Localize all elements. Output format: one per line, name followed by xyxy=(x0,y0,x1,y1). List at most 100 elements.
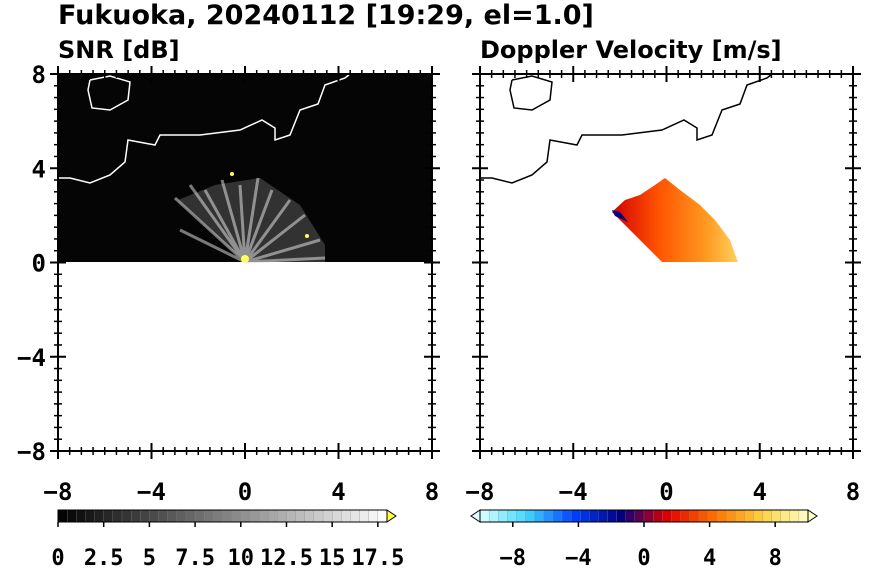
colorbar-cell xyxy=(66,509,77,523)
colorbar-frame xyxy=(57,509,388,523)
colorbar-cell xyxy=(753,509,763,523)
colorbar-cell xyxy=(771,509,782,523)
colorbar-cell xyxy=(176,509,187,523)
colorbar-cell xyxy=(534,509,545,523)
colorbar-cell xyxy=(85,509,96,523)
colorbar-cell xyxy=(268,509,278,523)
colorbar-cell xyxy=(258,509,269,523)
colorbar-cell xyxy=(130,509,141,523)
colorbar-cell xyxy=(240,509,251,523)
x-tick-label: 8 xyxy=(425,478,439,506)
colorbar-tick-label: 0 xyxy=(51,546,64,571)
colorbar-cell xyxy=(662,509,672,523)
colorbar-tick-label: 7.5 xyxy=(175,546,215,571)
colorbar-cell xyxy=(341,509,351,523)
figure-title: Fukuoka, 20240112 [19:29, el=1.0] xyxy=(58,0,594,31)
colorbar-cell xyxy=(488,509,499,523)
colorbar-cell xyxy=(479,509,490,523)
colorbar-cell xyxy=(725,509,736,523)
colorbar-tick-label: 15 xyxy=(319,546,346,571)
colorbar-cell xyxy=(304,509,315,523)
colorbar-tick-label: 10 xyxy=(228,546,255,571)
colorbar-cell xyxy=(249,509,260,523)
colorbar-cell xyxy=(295,509,306,523)
colorbar-cell xyxy=(377,509,388,523)
x-tick-label: 0 xyxy=(659,478,673,506)
colorbar-cell xyxy=(671,509,681,523)
colorbar-cell xyxy=(286,509,297,523)
x-tick-label: 8 xyxy=(846,478,860,506)
plot-frame xyxy=(479,73,854,452)
y-tick-label: 8 xyxy=(32,61,46,89)
colorbar-tick-label: −4 xyxy=(565,546,592,571)
colorbar-cell xyxy=(94,509,105,523)
colorbar-cell xyxy=(780,509,791,523)
colorbar-cell xyxy=(525,509,536,523)
colorbar-cell xyxy=(149,509,159,523)
y-tick-label: −8 xyxy=(17,438,46,466)
colorbar-cell xyxy=(543,509,554,523)
colorbar-cell xyxy=(204,509,214,523)
colorbar-cell xyxy=(332,509,342,523)
colorbar-tick-label: 8 xyxy=(769,546,782,571)
colorbar-cell xyxy=(570,509,581,523)
colorbar-cell xyxy=(112,509,123,523)
colorbar-cell xyxy=(707,509,718,523)
colorbar-cell xyxy=(607,509,618,523)
x-tick-label: −4 xyxy=(559,478,588,506)
colorbar-cell xyxy=(698,509,709,523)
colorbar-cell xyxy=(76,509,86,523)
colorbar-cell xyxy=(589,509,599,523)
colorbar-cell xyxy=(507,509,517,523)
colorbar-cell xyxy=(634,509,645,523)
colorbar-cell xyxy=(552,509,563,523)
colorbar-cell xyxy=(744,509,754,523)
colorbar-cell xyxy=(222,509,233,523)
panel-title: SNR [dB] xyxy=(58,36,180,64)
colorbar-extension xyxy=(386,509,397,523)
colorbar-cell xyxy=(616,509,627,523)
colorbar-cell xyxy=(322,509,333,523)
y-tick-label: 0 xyxy=(32,250,46,278)
colorbar-tick-label: 5 xyxy=(143,546,156,571)
colorbar-cell xyxy=(57,509,68,523)
colorbar-cell xyxy=(313,509,324,523)
colorbar-cell xyxy=(716,509,727,523)
colorbar-cell xyxy=(158,509,169,523)
colorbar-extension xyxy=(470,509,481,523)
colorbar-tick-label: 0 xyxy=(637,546,650,571)
colorbar-cell xyxy=(516,509,527,523)
colorbar-cell xyxy=(680,509,691,523)
colorbar-cell xyxy=(689,509,700,523)
colorbar-cell xyxy=(789,509,800,523)
colorbar-cell xyxy=(561,509,572,523)
colorbar-cell xyxy=(103,509,114,523)
colorbar-cell xyxy=(498,509,508,523)
x-tick-label: −8 xyxy=(466,478,495,506)
colorbar-cell xyxy=(734,509,745,523)
x-tick-label: −8 xyxy=(44,478,73,506)
colorbar-cell xyxy=(798,509,809,523)
colorbar-cell xyxy=(762,509,773,523)
colorbar-cell xyxy=(140,509,150,523)
x-tick-label: 4 xyxy=(753,478,767,506)
panel-title: Doppler Velocity [m/s] xyxy=(480,36,782,64)
colorbar-cell xyxy=(185,509,196,523)
y-tick-label: −4 xyxy=(17,344,46,372)
colorbar-cell xyxy=(121,509,132,523)
colorbar-cell xyxy=(213,509,223,523)
x-tick-label: 0 xyxy=(238,478,252,506)
x-tick-label: −4 xyxy=(137,478,166,506)
doppler-image xyxy=(480,73,773,262)
colorbar-cell xyxy=(359,509,370,523)
colorbar-tick-label: 17.5 xyxy=(351,546,404,571)
colorbar-cell xyxy=(350,509,361,523)
colorbar-tick-label: 4 xyxy=(703,546,716,571)
colorbar-cell xyxy=(652,509,663,523)
colorbar-cell xyxy=(643,509,654,523)
colorbar-cell xyxy=(167,509,178,523)
colorbar-cell xyxy=(277,509,287,523)
colorbar-cell xyxy=(194,509,205,523)
